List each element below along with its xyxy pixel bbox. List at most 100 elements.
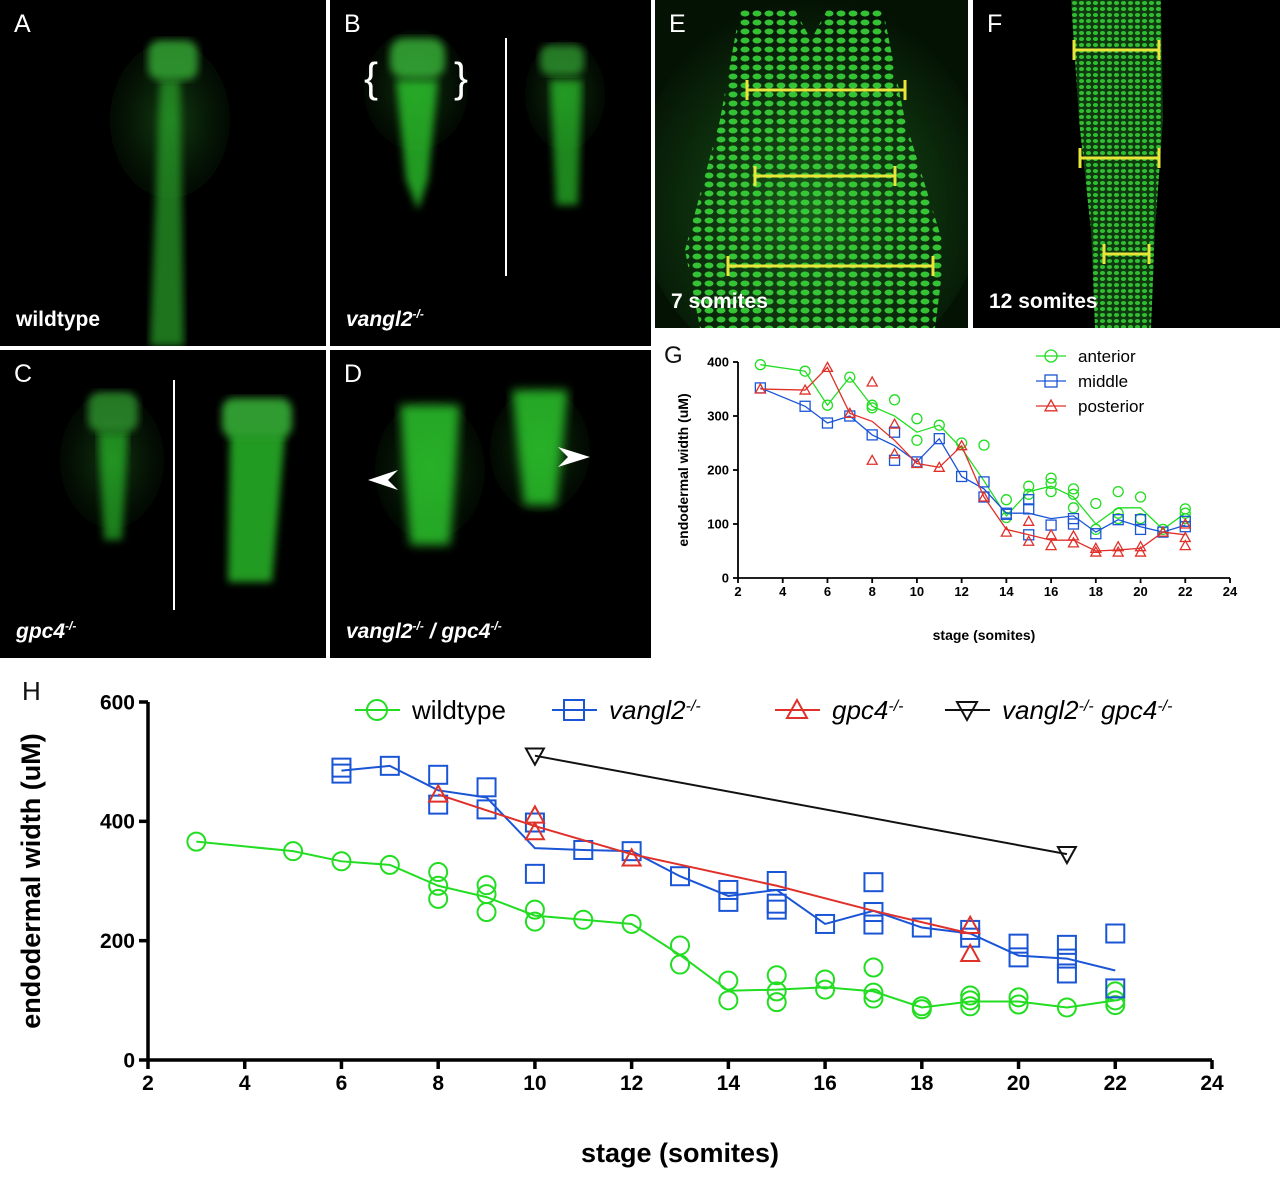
caption-gene-2: gpc4 bbox=[441, 620, 491, 643]
y-tick-label: 0 bbox=[722, 571, 729, 586]
x-axis-label: stage (somites) bbox=[933, 627, 1036, 643]
series-vangl2 bbox=[331, 755, 1126, 999]
legend-label: vangl2-/- gpc4-/- bbox=[1002, 695, 1172, 725]
data-point bbox=[1105, 978, 1126, 999]
data-point bbox=[524, 747, 546, 767]
data-point bbox=[955, 470, 968, 483]
data-point bbox=[1045, 485, 1057, 498]
x-tick-label: 14 bbox=[717, 1072, 741, 1095]
x-tick-label: 2 bbox=[142, 1072, 154, 1095]
legend-item-1: vangl2-/- bbox=[552, 695, 701, 725]
caption-gene: vangl2 bbox=[346, 308, 413, 331]
data-point bbox=[888, 394, 901, 406]
data-point bbox=[960, 990, 981, 1011]
x-tick-label: 8 bbox=[869, 584, 876, 599]
data-point bbox=[1023, 529, 1035, 541]
data-point bbox=[718, 970, 739, 991]
data-point bbox=[888, 426, 901, 438]
data-point bbox=[428, 875, 449, 896]
data-point bbox=[573, 909, 594, 930]
series-gpc4 bbox=[427, 783, 981, 962]
legend-marker bbox=[1043, 398, 1059, 412]
data-point bbox=[1067, 529, 1080, 541]
legend-item-0: wildtype bbox=[355, 695, 506, 725]
data-point bbox=[1022, 514, 1035, 526]
x-tick-label: 4 bbox=[779, 584, 787, 599]
panel-c-label: C bbox=[14, 360, 33, 388]
data-point bbox=[766, 981, 787, 1002]
data-point bbox=[766, 992, 787, 1013]
data-point bbox=[1067, 536, 1080, 548]
data-point bbox=[799, 400, 811, 412]
data-point bbox=[766, 899, 787, 920]
data-point bbox=[1134, 540, 1147, 552]
x-tick-label: 12 bbox=[954, 584, 968, 599]
data-point bbox=[960, 996, 981, 1017]
data-point bbox=[670, 935, 690, 956]
data-point bbox=[866, 402, 878, 414]
series-posterior bbox=[754, 361, 1192, 557]
svg-text:}: } bbox=[454, 54, 468, 101]
data-point bbox=[1105, 923, 1126, 944]
data-point bbox=[1112, 485, 1124, 498]
data-point bbox=[1134, 491, 1147, 503]
data-point bbox=[1179, 539, 1192, 551]
endoderm-12-somites-image bbox=[1071, 0, 1163, 328]
data-point bbox=[621, 913, 642, 934]
data-point bbox=[1022, 534, 1035, 546]
data-point bbox=[524, 863, 545, 884]
data-point bbox=[1112, 545, 1125, 557]
data-point bbox=[1056, 948, 1077, 969]
data-point bbox=[718, 891, 739, 912]
y-tick-label: 300 bbox=[707, 409, 729, 424]
data-point bbox=[1090, 497, 1102, 510]
legend-label: gpc4-/- bbox=[832, 695, 904, 725]
caption-genotype-2: -/- bbox=[490, 619, 502, 633]
x-tick-label: 20 bbox=[1007, 1072, 1030, 1095]
data-point bbox=[524, 899, 545, 920]
data-point bbox=[955, 437, 968, 449]
data-point bbox=[978, 439, 990, 451]
y-tick-label: 200 bbox=[707, 463, 729, 478]
data-point bbox=[524, 911, 545, 932]
panel-f-caption: 12 somites bbox=[989, 290, 1098, 313]
legend-item-3: vangl2-/- gpc4-/- bbox=[945, 695, 1172, 725]
series-line bbox=[437, 793, 971, 935]
data-point bbox=[1134, 545, 1147, 557]
panel-c-image: C gpc4-/- bbox=[0, 350, 326, 658]
x-tick-label: 16 bbox=[1044, 584, 1058, 599]
embryo-gpc4-image bbox=[60, 380, 292, 610]
data-point bbox=[1056, 997, 1077, 1018]
data-point bbox=[978, 476, 990, 488]
data-point bbox=[933, 419, 945, 431]
panel-g-label: G bbox=[664, 342, 683, 369]
series-anterior bbox=[754, 359, 1191, 536]
y-axis-label: endodermal width (uM) bbox=[675, 393, 691, 546]
legend-marker bbox=[785, 697, 809, 719]
data-point bbox=[1056, 934, 1077, 955]
x-tick-label: 18 bbox=[910, 1072, 934, 1095]
data-point bbox=[866, 429, 878, 441]
data-point bbox=[1000, 511, 1013, 524]
data-point bbox=[670, 866, 690, 887]
x-tick-label: 4 bbox=[239, 1072, 251, 1095]
data-point bbox=[476, 875, 497, 896]
series-line bbox=[760, 366, 1186, 552]
data-point bbox=[1044, 539, 1058, 551]
data-point bbox=[863, 988, 884, 1009]
legend-label: anterior bbox=[1078, 347, 1136, 366]
data-point bbox=[379, 755, 400, 776]
data-point bbox=[866, 375, 879, 387]
legend-label: posterior bbox=[1078, 397, 1144, 416]
caption-gene: gpc4 bbox=[16, 620, 66, 643]
data-point bbox=[1000, 525, 1013, 537]
x-tick-label: 22 bbox=[1104, 1072, 1127, 1095]
legend-marker bbox=[1044, 374, 1058, 388]
data-point bbox=[476, 799, 497, 820]
embryo-wildtype-image bbox=[110, 40, 230, 346]
data-point bbox=[1089, 541, 1102, 553]
data-point bbox=[911, 434, 923, 446]
data-point bbox=[815, 913, 836, 934]
data-point bbox=[911, 999, 932, 1020]
